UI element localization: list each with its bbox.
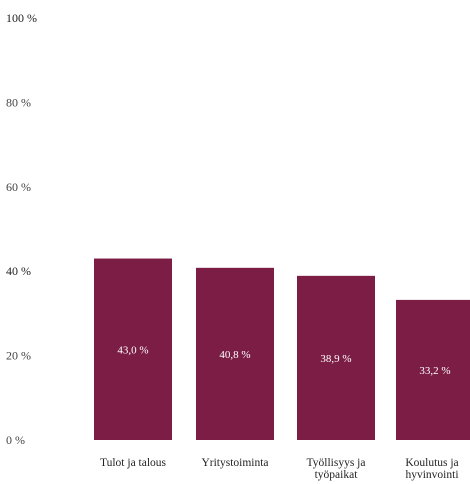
- y-axis: 0 % 20 % 40 % 60 % 80 % 100 %: [6, 11, 37, 447]
- data-label: 43,0 %: [117, 344, 148, 356]
- y-tick-label: 60 %: [6, 180, 31, 194]
- data-label: 40,8 %: [219, 349, 250, 361]
- data-labels: 43,0 % 40,8 % 38,9 % 33,2 %: [117, 344, 450, 377]
- bar: [94, 258, 172, 440]
- x-tick-label-line: Tulot ja talous: [100, 457, 167, 469]
- bars: [94, 258, 470, 440]
- y-tick-label: 100 %: [6, 11, 37, 25]
- x-tick-label: Koulutus ja hyvinvointi: [405, 457, 458, 481]
- bar: [196, 267, 274, 440]
- x-tick-label-line: työpaikat: [315, 469, 359, 481]
- y-tick-label: 20 %: [6, 349, 31, 363]
- x-tick-label-line: Työllisyys ja: [307, 457, 366, 469]
- data-label: 33,2 %: [419, 365, 450, 377]
- bar: [297, 275, 375, 440]
- x-tick-label-line: Yritystoiminta: [201, 457, 268, 469]
- y-tick-label: 0 %: [6, 433, 25, 447]
- x-tick-label: Yritystoiminta: [201, 457, 268, 469]
- x-tick-label: Tulot ja talous: [100, 457, 167, 469]
- data-label: 38,9 %: [320, 353, 351, 365]
- x-tick-label-line: hyvinvointi: [405, 469, 458, 481]
- x-tick-label: Työllisyys ja työpaikat: [307, 457, 366, 481]
- y-tick-label: 80 %: [6, 95, 31, 109]
- x-tick-label-line: Koulutus ja: [405, 457, 458, 469]
- bar: [396, 299, 470, 440]
- x-axis: Tulot ja talous Yritystoiminta Työllisyys …: [100, 457, 459, 481]
- y-tick-label: 40 %: [6, 264, 31, 278]
